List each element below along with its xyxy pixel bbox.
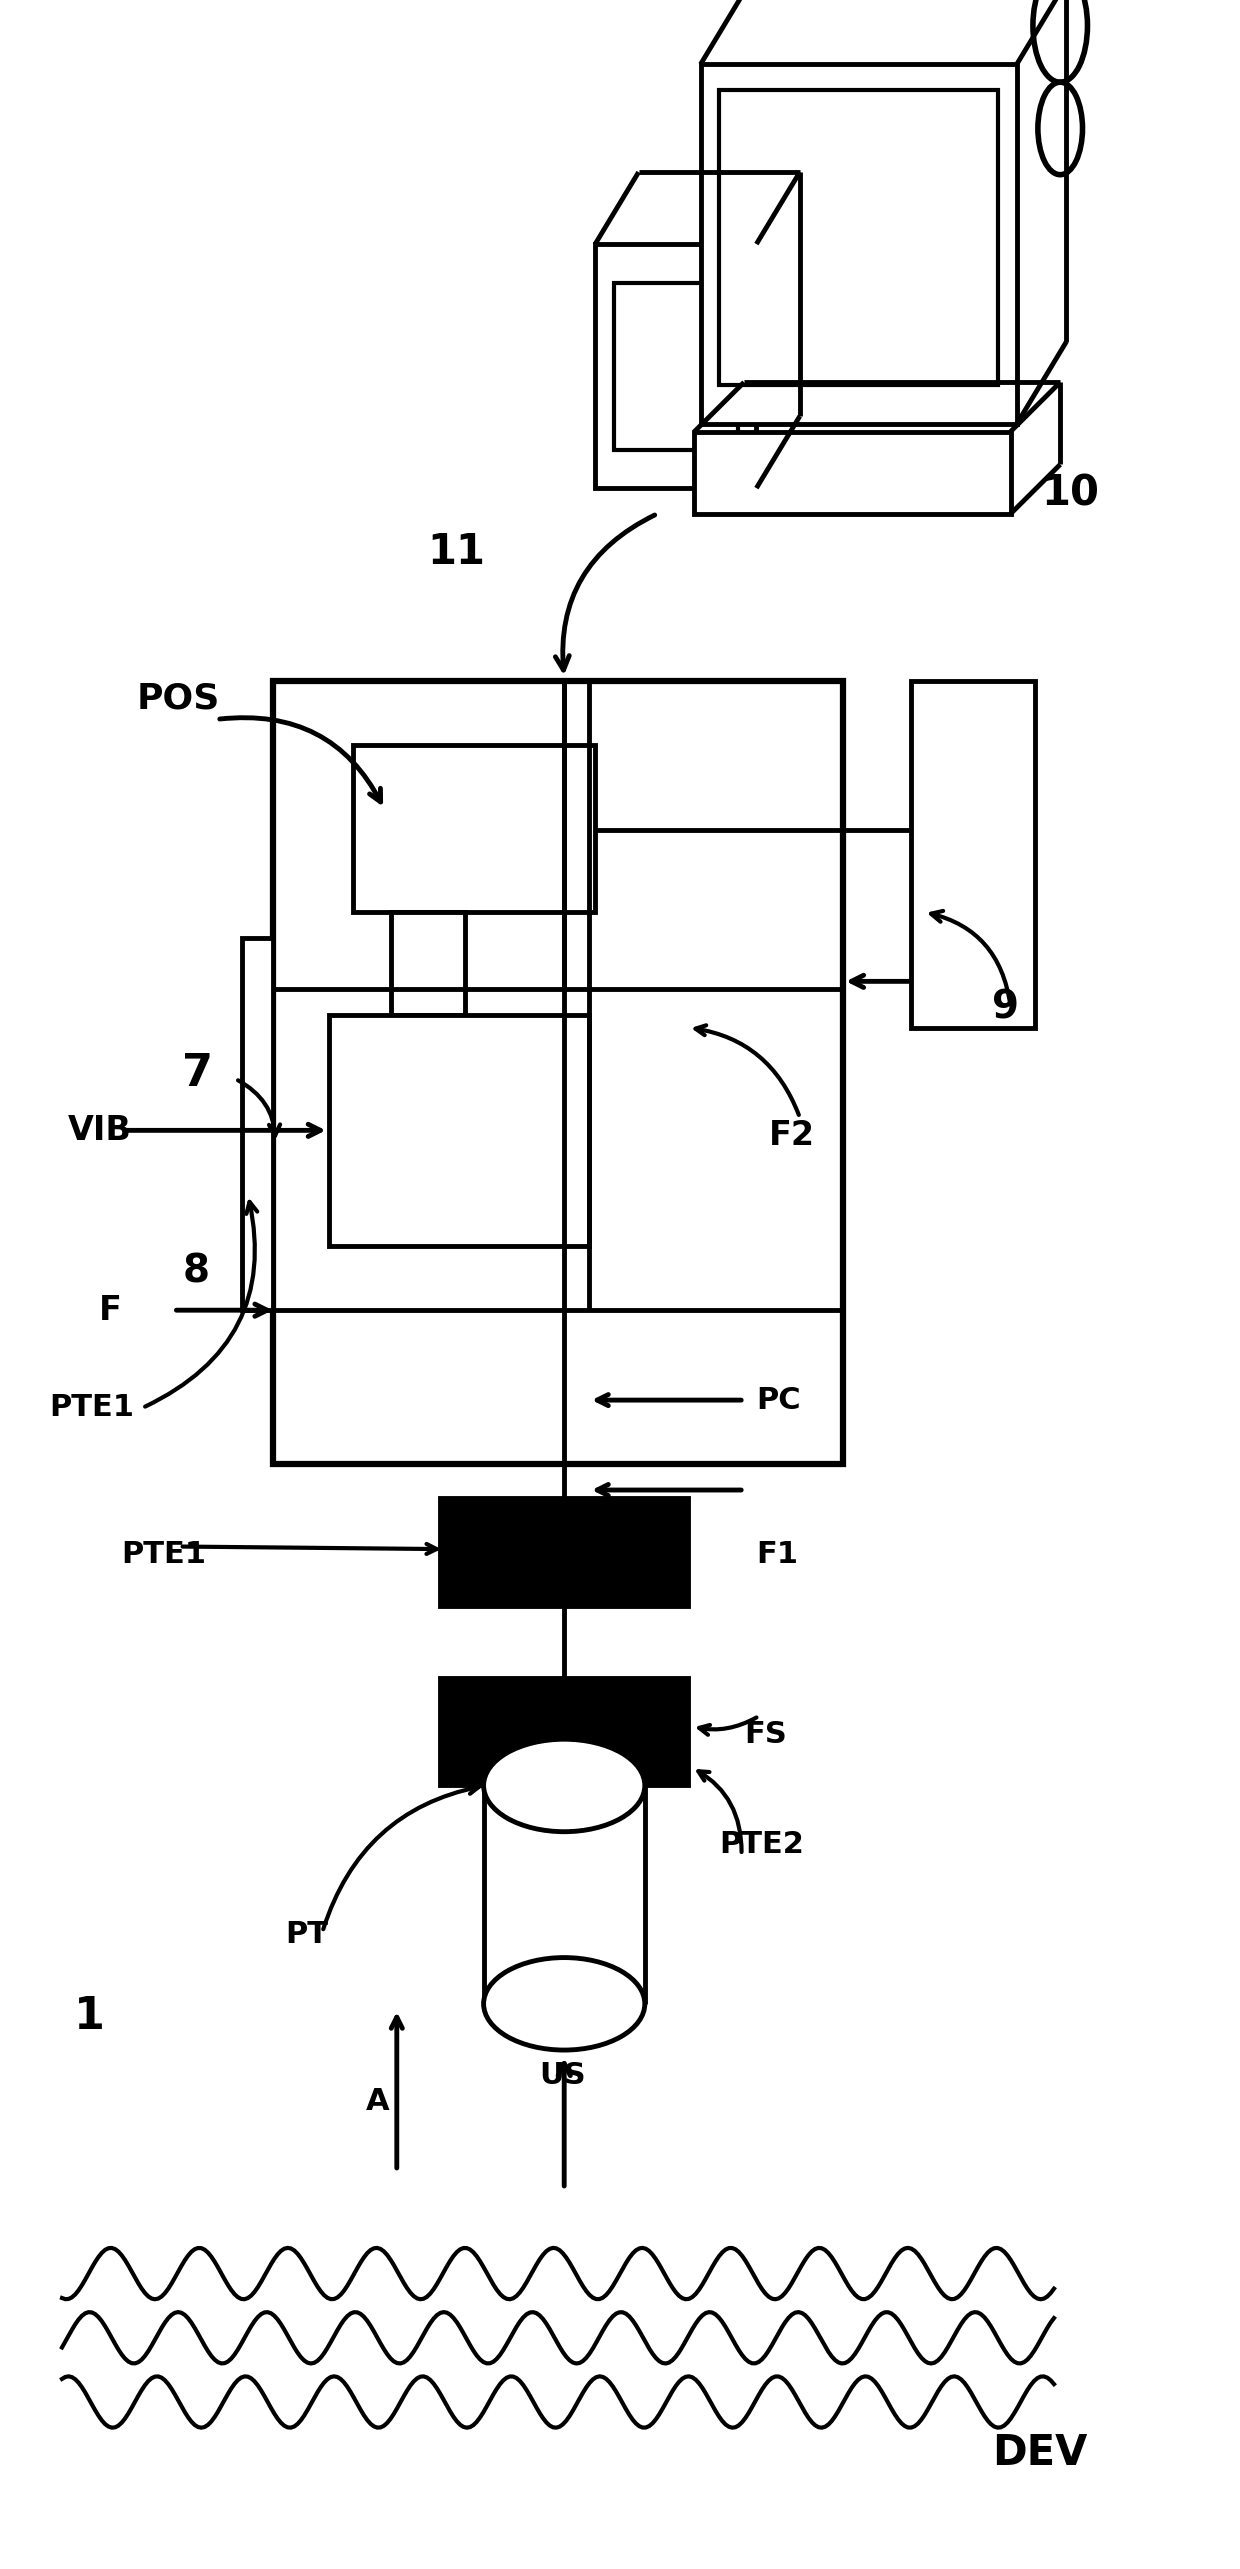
Bar <box>719 90 998 385</box>
Text: F: F <box>99 1295 122 1326</box>
Text: PTE1: PTE1 <box>50 1392 135 1423</box>
Bar <box>694 432 1011 514</box>
Text: DEV: DEV <box>992 2433 1087 2474</box>
Text: 8: 8 <box>182 1254 210 1290</box>
Text: US: US <box>539 2060 587 2091</box>
Bar <box>273 681 843 1464</box>
Bar <box>329 1015 589 1246</box>
Bar <box>440 1678 688 1785</box>
Text: F1: F1 <box>756 1539 799 1570</box>
Bar <box>353 745 595 912</box>
Bar <box>242 938 273 1310</box>
Bar <box>614 283 738 450</box>
Text: A: A <box>366 2086 389 2117</box>
Bar <box>701 64 1017 424</box>
Bar <box>391 912 465 1015</box>
Text: PC: PC <box>756 1385 801 1416</box>
Text: 1: 1 <box>74 1996 105 2037</box>
Text: PTE1: PTE1 <box>122 1539 207 1570</box>
Text: VIB: VIB <box>68 1115 133 1146</box>
Text: F2: F2 <box>769 1120 815 1151</box>
Bar <box>911 681 1035 1028</box>
Text: 9: 9 <box>992 989 1019 1025</box>
Bar <box>440 1498 688 1606</box>
Text: PT: PT <box>285 1919 329 1950</box>
Text: PTE2: PTE2 <box>719 1829 804 1860</box>
Ellipse shape <box>484 1739 645 1832</box>
Text: FS: FS <box>744 1719 786 1749</box>
Ellipse shape <box>484 1958 645 2050</box>
Text: 10: 10 <box>1042 473 1100 514</box>
Bar <box>595 244 756 488</box>
Text: 11: 11 <box>428 532 486 573</box>
Text: POS: POS <box>136 681 219 717</box>
Text: 7: 7 <box>182 1053 213 1094</box>
